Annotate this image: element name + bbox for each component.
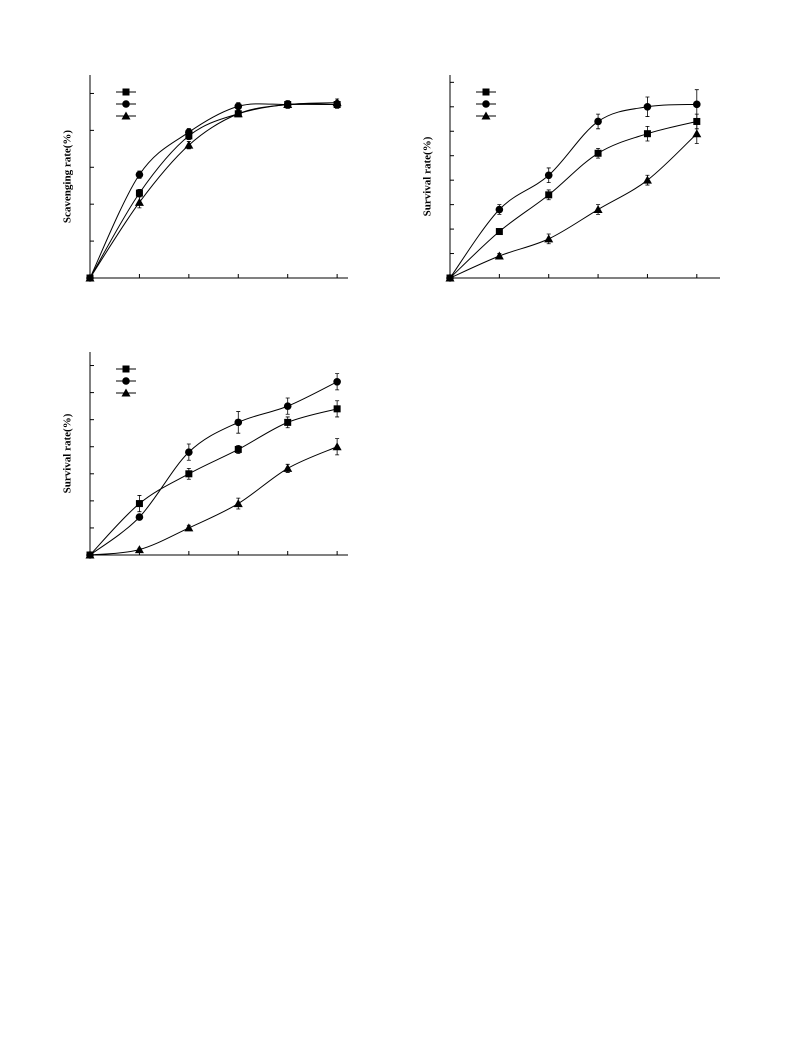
marker	[135, 500, 143, 508]
legend-marker	[121, 111, 131, 120]
series-line	[89, 381, 338, 556]
marker	[593, 205, 603, 214]
marker	[594, 149, 602, 157]
marker	[283, 100, 293, 109]
series-line	[89, 103, 338, 279]
marker	[692, 129, 702, 138]
marker	[445, 273, 455, 282]
marker	[495, 228, 503, 236]
series-line	[89, 102, 338, 279]
marker	[333, 377, 341, 386]
marker	[234, 418, 243, 427]
marker	[283, 402, 292, 410]
marker	[642, 175, 652, 184]
marker	[643, 102, 652, 111]
series-line	[89, 408, 338, 556]
series-line	[89, 103, 338, 279]
legend-marker	[122, 100, 130, 108]
series-line	[449, 120, 697, 279]
marker	[594, 117, 602, 126]
marker	[332, 442, 342, 451]
marker	[134, 197, 144, 206]
marker	[234, 102, 243, 111]
marker	[544, 171, 553, 180]
legend-marker	[482, 88, 490, 96]
marker	[643, 130, 651, 138]
marker	[134, 545, 144, 554]
legend-marker	[122, 377, 130, 385]
y-axis-label: Scavenging rate(%)	[62, 130, 74, 224]
marker	[495, 205, 504, 214]
marker	[693, 117, 701, 125]
y-axis-label: Survival rate(%)	[422, 136, 434, 216]
legend-marker	[122, 365, 130, 373]
marker	[233, 499, 243, 508]
series-line	[89, 446, 338, 556]
y-axis-label: Survival rate(%)	[62, 413, 74, 493]
marker	[332, 98, 342, 107]
marker	[333, 405, 341, 413]
marker	[545, 191, 553, 199]
legend-marker	[121, 388, 131, 397]
marker	[85, 550, 95, 559]
marker	[135, 189, 143, 197]
marker	[185, 128, 193, 137]
marker	[233, 109, 243, 118]
marker	[135, 513, 144, 521]
marker	[693, 100, 701, 109]
marker	[494, 251, 504, 260]
legend-marker	[122, 88, 130, 96]
series-line	[449, 133, 698, 279]
marker	[135, 170, 144, 179]
legend-marker	[482, 100, 490, 108]
legend-marker	[481, 111, 491, 120]
marker	[184, 523, 194, 532]
marker	[284, 418, 292, 426]
marker	[184, 140, 194, 149]
marker	[234, 445, 242, 453]
marker	[185, 470, 193, 478]
marker	[283, 463, 293, 472]
marker	[544, 234, 554, 243]
marker	[85, 273, 95, 282]
marker	[185, 448, 193, 456]
